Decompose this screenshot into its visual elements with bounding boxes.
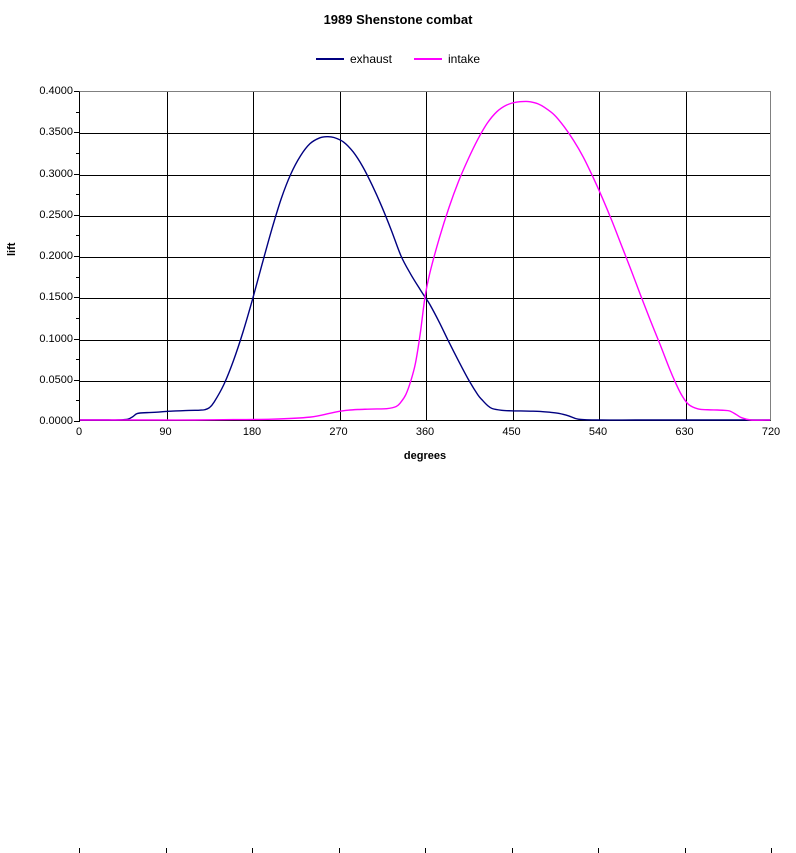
series-line-intake — [80, 101, 770, 420]
legend-label: exhaust — [349, 52, 392, 66]
y-tick-label: 0.3500 — [39, 126, 73, 139]
gridline-horizontal — [80, 257, 770, 258]
x-tick-mark — [425, 848, 426, 853]
x-tick-label: 630 — [675, 426, 694, 438]
x-tick-mark — [166, 848, 167, 853]
y-tick-label: 0.2000 — [39, 250, 73, 262]
x-tick-label: 180 — [242, 426, 262, 438]
chart-title: 1989 Shenstone combat — [323, 12, 473, 27]
gridline-vertical — [340, 92, 341, 420]
x-tick-mark — [339, 848, 340, 853]
x-tick-label: 0 — [75, 426, 83, 438]
gridline-vertical — [426, 92, 427, 420]
legend-label: intake — [448, 52, 481, 66]
gridline-vertical — [253, 92, 254, 420]
y-minor-tick-mark — [76, 318, 79, 319]
y-minor-tick-mark — [76, 235, 79, 236]
chart-legend: exhaust intake — [0, 52, 796, 66]
x-tick-label: 270 — [329, 426, 348, 438]
x-tick-mark — [512, 848, 513, 853]
y-minor-tick-mark — [76, 400, 79, 401]
y-tick-mark — [74, 380, 80, 381]
y-tick-label: 0.0000 — [39, 415, 73, 427]
x-tick-label: 540 — [588, 426, 608, 438]
legend-swatch-exhaust — [315, 58, 344, 60]
x-tick-label: 720 — [761, 426, 781, 438]
y-minor-tick-mark — [76, 277, 79, 278]
x-tick-mark — [79, 848, 80, 853]
y-minor-tick-mark — [76, 194, 79, 195]
y-tick-label: 0.4000 — [39, 85, 73, 97]
gridline-horizontal — [80, 133, 770, 134]
gridline-horizontal — [80, 175, 770, 176]
gridline-vertical — [167, 92, 168, 420]
y-tick-label: 0.1500 — [39, 291, 73, 304]
y-tick-mark — [74, 256, 80, 257]
x-tick-mark — [771, 848, 772, 853]
x-tick-label: 90 — [159, 426, 172, 438]
gridline-horizontal — [80, 340, 770, 341]
y-tick-mark — [74, 91, 80, 92]
x-axis-title: degrees — [403, 450, 447, 462]
y-minor-tick-mark — [76, 112, 79, 113]
gridline-vertical — [513, 92, 514, 420]
legend-item-exhaust: exhaust — [315, 52, 392, 66]
y-tick-mark — [74, 132, 80, 133]
plot-area — [79, 91, 771, 421]
chart-container: 1989 Shenstone combat exhaust intake lift… — [0, 12, 796, 853]
y-tick-label: 0.3000 — [39, 167, 73, 180]
x-tick-mark — [252, 848, 253, 853]
y-minor-tick-mark — [76, 153, 79, 154]
gridline-vertical — [599, 92, 600, 420]
y-minor-tick-mark — [76, 359, 79, 360]
legend-item-intake: intake — [414, 52, 480, 66]
y-tick-label: 0.0500 — [39, 373, 73, 386]
series-line-exhaust — [80, 137, 770, 420]
x-tick-label: 450 — [502, 426, 521, 438]
y-tick-label: 0.1000 — [39, 332, 73, 345]
gridline-vertical — [686, 92, 687, 420]
y-axis-tick-labels: 0.0000 0.0500 0.1000 0.1500 0.2000 0.2500 0.30… — [0, 85, 80, 427]
gridline-horizontal — [80, 216, 770, 217]
x-axis-tick-labels: 0 90 180 270 360 450 540 630 720 — [0, 426, 796, 853]
x-tick-label: 360 — [415, 426, 435, 438]
y-tick-mark — [74, 174, 80, 175]
series-lines — [80, 92, 770, 420]
y-tick-mark — [74, 215, 80, 216]
x-tick-mark — [598, 848, 599, 853]
y-tick-label: 0.2500 — [39, 208, 73, 221]
legend-swatch-intake — [414, 58, 442, 60]
gridline-horizontal — [80, 381, 770, 382]
y-tick-mark — [74, 339, 80, 340]
y-tick-mark — [74, 421, 80, 422]
x-tick-mark — [685, 848, 686, 853]
y-tick-mark — [74, 297, 80, 298]
